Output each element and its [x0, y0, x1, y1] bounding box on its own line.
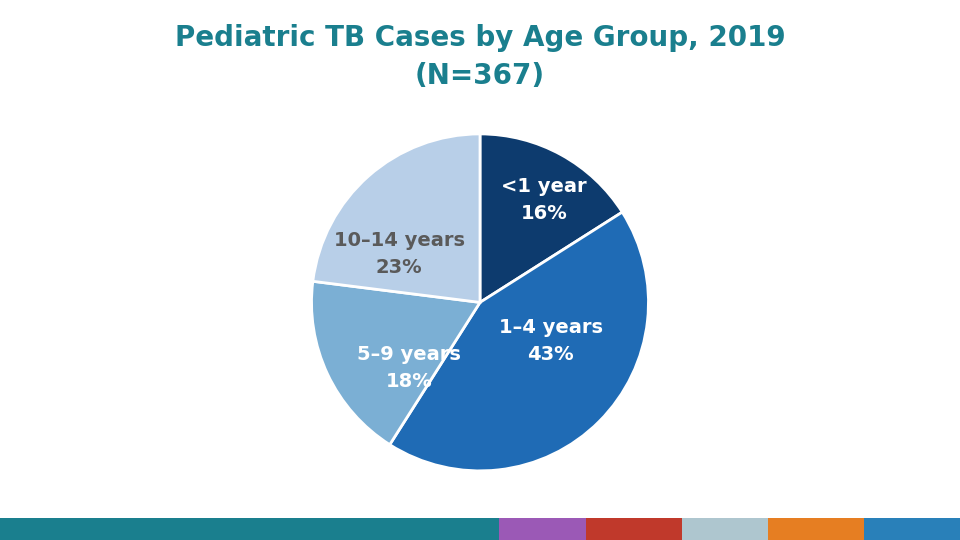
Text: 16%: 16%: [520, 204, 567, 222]
Text: <1 year: <1 year: [501, 177, 587, 195]
Text: Pediatric TB Cases by Age Group, 2019: Pediatric TB Cases by Age Group, 2019: [175, 24, 785, 52]
Text: 1–4 years: 1–4 years: [499, 318, 603, 337]
Wedge shape: [313, 134, 480, 302]
Wedge shape: [390, 212, 648, 471]
Text: 23%: 23%: [375, 258, 422, 276]
Text: 18%: 18%: [386, 372, 433, 391]
Text: 43%: 43%: [527, 345, 574, 364]
Wedge shape: [312, 281, 480, 444]
Text: 10–14 years: 10–14 years: [334, 231, 465, 249]
Wedge shape: [480, 134, 622, 302]
Text: (N=367): (N=367): [415, 62, 545, 90]
Text: 5–9 years: 5–9 years: [357, 345, 461, 364]
